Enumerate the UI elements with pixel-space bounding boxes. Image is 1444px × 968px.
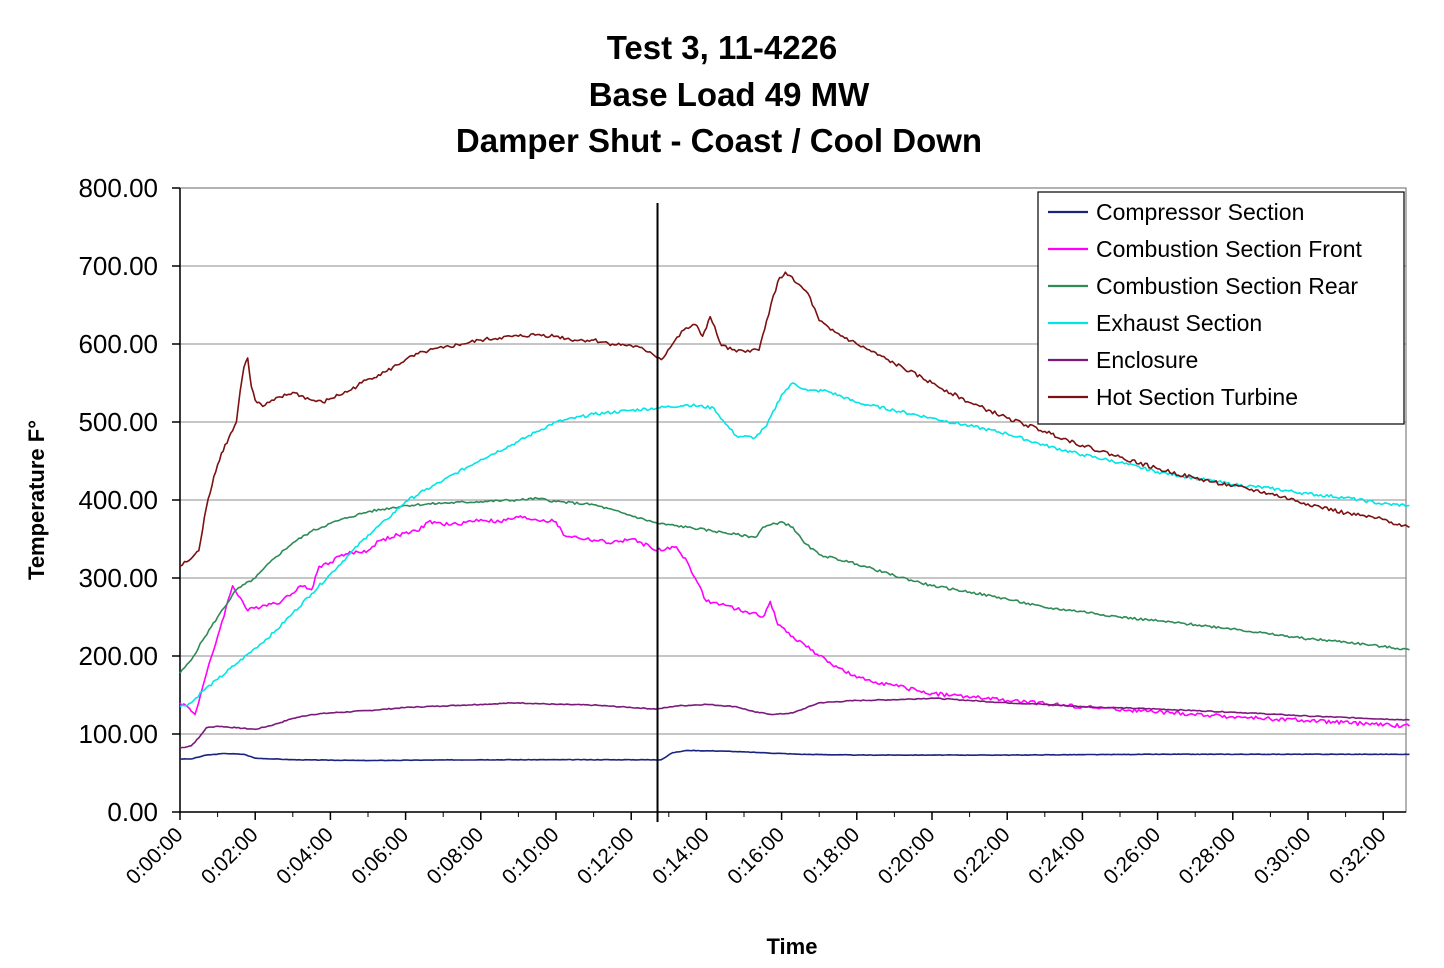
legend-entry: Hot Section Turbine <box>1096 384 1298 410</box>
x-tick-label: 0:14:00 <box>648 823 714 889</box>
x-axis-title: Time <box>767 934 818 959</box>
legend: Compressor Section Combustion Section Fro… <box>1037 191 1405 425</box>
legend-entry: Compressor Section <box>1096 199 1304 225</box>
gridlines <box>180 187 1406 735</box>
y-tick-label: 600.00 <box>78 329 158 359</box>
x-tick-label: 0:10:00 <box>498 823 564 889</box>
x-tick-label: 0:18:00 <box>799 823 865 889</box>
x-tick-label: 0:20:00 <box>874 823 940 889</box>
series-line-compressor-section <box>179 749 1410 762</box>
series-line-combustion-section-front <box>179 515 1411 729</box>
y-tick-label: 700.00 <box>78 251 158 281</box>
x-tick-label: 0:24:00 <box>1024 823 1090 889</box>
y-tick-label: 0.00 <box>107 797 158 827</box>
x-tick-label: 0:28:00 <box>1175 823 1241 889</box>
x-tick-label: 0:22:00 <box>949 823 1015 889</box>
legend-entry: Exhaust Section <box>1096 310 1262 336</box>
legend-entry: Enclosure <box>1096 347 1198 373</box>
y-tick-label: 500.00 <box>78 407 158 437</box>
y-tick-label: 300.00 <box>78 563 158 593</box>
series-line-combustion-section-rear <box>179 496 1410 674</box>
series-line-hot-section-turbine <box>179 271 1410 568</box>
chart-title-line-2: Base Load 49 MW <box>589 76 870 113</box>
legend-box <box>1037 191 1405 425</box>
x-tick-label: 0:30:00 <box>1250 823 1316 889</box>
legend-entry: Combustion Section Rear <box>1096 273 1358 299</box>
x-tick-label: 0:08:00 <box>423 823 489 889</box>
x-tick-label: 0:06:00 <box>347 823 413 889</box>
y-tick-label: 200.00 <box>78 641 158 671</box>
x-tick-label: 0:04:00 <box>272 823 338 889</box>
y-axis-ticks: 0.00 100.00 200.00 300.00 400.00 500.00 600.00… <box>78 173 180 827</box>
chart-title-line-3: Damper Shut - Coast / Cool Down <box>456 122 982 159</box>
x-tick-label: 0:16:00 <box>723 823 789 889</box>
y-tick-label: 800.00 <box>78 173 158 203</box>
y-tick-label: 100.00 <box>78 719 158 749</box>
legend-entry: Combustion Section Front <box>1096 236 1363 262</box>
series-lines <box>179 271 1411 762</box>
chart-title-line-1: Test 3, 11-4226 <box>607 29 838 66</box>
x-tick-label: 0:00:00 <box>122 823 188 889</box>
series-line-enclosure <box>179 697 1410 749</box>
x-axis-ticks: 0:00:00 0:02:00 0:04:00 0:06:00 0:08:00 0:10:… <box>122 812 1391 889</box>
chart-title: Test 3, 11-4226 Base Load 49 MW Damper S… <box>456 29 982 159</box>
x-tick-label: 0:02:00 <box>197 823 263 889</box>
y-tick-label: 400.00 <box>78 485 158 515</box>
x-tick-label: 0:32:00 <box>1325 823 1391 889</box>
series-line-exhaust-section <box>179 382 1410 708</box>
x-tick-label: 0:26:00 <box>1099 823 1165 889</box>
x-tick-label: 0:12:00 <box>573 823 639 889</box>
y-axis-title: Temperature F° <box>24 420 49 580</box>
